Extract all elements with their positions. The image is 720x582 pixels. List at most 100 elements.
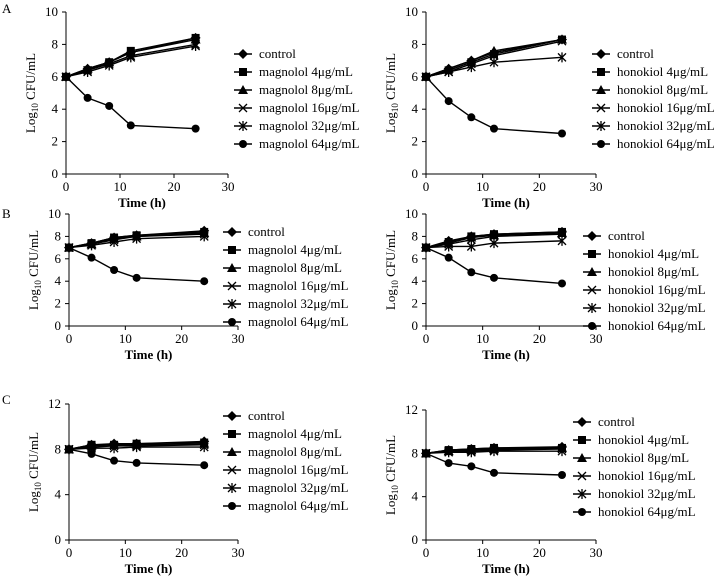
y-tick-label: 4 [412, 101, 419, 116]
legend-entry: honokiol 4μg/mL [592, 64, 708, 79]
data-point [444, 66, 454, 77]
data-point [422, 243, 430, 252]
x-tick-label: 10 [476, 179, 489, 194]
y-tick-label: 2 [412, 296, 419, 311]
legend-marker [227, 465, 237, 475]
data-point [444, 253, 453, 262]
chart-b-right: 0 2 4 6 8 10 0 10 20 30 Time (h) Log10 CFU/mL contro… [383, 206, 706, 362]
legend-entry: control [592, 46, 654, 61]
data-point [557, 446, 567, 457]
legend-label: magnolol 8μg/mL [248, 444, 342, 459]
legend-entry: magnolol 16μg/mL [234, 100, 360, 115]
y-tick-label: 4 [55, 273, 62, 288]
legend-entry: magnolol 32μg/mL [223, 296, 349, 311]
data-point [110, 266, 119, 274]
data-point [200, 461, 209, 470]
legend-label: magnolol 16μg/mL [248, 278, 349, 293]
legend-entry: magnolol 32μg/mL [234, 118, 360, 133]
legend-marker [587, 285, 597, 295]
data-point [466, 447, 476, 458]
y-tick-label: 12 [48, 396, 61, 411]
y-tick-label: 6 [412, 69, 419, 84]
x-axis-label: Time (h) [125, 561, 173, 576]
y-tick-label: 4 [412, 489, 419, 504]
data-point [489, 238, 499, 249]
legend-marker [587, 267, 597, 276]
x-tick-label: 20 [533, 331, 546, 346]
y-tick-label: 8 [412, 445, 419, 460]
legend-label: control [248, 408, 285, 423]
legend-marker [587, 303, 597, 313]
y-axis-label: Log10 CFU/mL [383, 230, 400, 310]
legend-label: magnolol 16μg/mL [259, 100, 360, 115]
data-point [467, 268, 476, 277]
legend-marker [596, 49, 606, 59]
y-tick-label: 0 [52, 166, 59, 181]
data-point [558, 471, 566, 479]
legend-marker [239, 140, 247, 148]
data-point [490, 124, 498, 133]
data-point [105, 101, 114, 110]
x-tick-label: 0 [66, 331, 73, 346]
legend-marker [228, 318, 236, 326]
legend-marker [588, 322, 596, 330]
series-star [421, 235, 567, 253]
legend-entry: magnolol 16μg/mL [223, 462, 349, 477]
legend-marker [577, 471, 587, 481]
legend-entry: honokiol 16μg/mL [592, 100, 715, 115]
data-point [466, 235, 476, 245]
legend-marker [596, 103, 606, 113]
legend-entry: magnolol 64μg/mL [223, 314, 349, 329]
data-point [489, 446, 499, 457]
legend-entry: honokiol 32μg/mL [573, 486, 696, 501]
legend-marker [588, 250, 596, 258]
x-tick-label: 20 [168, 179, 181, 194]
legend-label: magnolol 4μg/mL [248, 242, 342, 257]
data-point [126, 52, 136, 63]
legend-label: honokiol 8μg/mL [617, 82, 708, 97]
y-tick-label: 8 [55, 441, 62, 456]
legend-entry: honokiol 8μg/mL [583, 264, 699, 279]
legend-marker [238, 49, 248, 59]
legend-label: magnolol 64μg/mL [259, 136, 360, 151]
data-point [199, 231, 209, 242]
legend-entry: honokiol 64μg/mL [573, 504, 696, 519]
y-tick-label: 6 [412, 251, 419, 266]
legend-label: magnolol 4μg/mL [248, 426, 342, 441]
data-point [557, 52, 567, 63]
x-tick-label: 20 [533, 545, 546, 560]
y-axis-label: Log10 CFU/mL [23, 53, 40, 133]
chart-c-right: 0 4 8 12 0 10 20 30 Time (h) Log10 CFU/mL control h… [383, 402, 696, 576]
legend-label: honokiol 4μg/mL [617, 64, 708, 79]
legend-marker [596, 121, 606, 131]
series-circle [62, 72, 200, 133]
legend-marker [228, 430, 236, 438]
data-point [422, 449, 430, 458]
series-line [65, 76, 196, 130]
legend-marker [577, 489, 587, 499]
legend-marker [578, 508, 586, 516]
data-point [132, 233, 142, 244]
x-axis-label: Time (h) [125, 347, 173, 362]
data-point [109, 237, 119, 247]
legend-entry: honokiol 8μg/mL [573, 450, 689, 465]
legend-entry: control [223, 408, 285, 423]
x-tick-label: 20 [175, 331, 188, 346]
y-tick-label: 2 [55, 296, 62, 311]
x-tick-label: 10 [114, 179, 127, 194]
x-axis-label: Time (h) [482, 195, 530, 210]
x-tick-label: 30 [590, 545, 603, 560]
legend-label: magnolol 32μg/mL [259, 118, 360, 133]
legend-entry: honokiol 64μg/mL [583, 318, 706, 333]
legend-label: honokiol 64μg/mL [617, 136, 715, 151]
data-point [132, 273, 141, 282]
y-tick-label: 6 [52, 69, 59, 84]
x-tick-label: 30 [232, 545, 245, 560]
legend-entry: magnolol 32μg/mL [223, 480, 349, 495]
x-axis-label: Time (h) [482, 347, 530, 362]
legend-entry: magnolol 4μg/mL [223, 426, 342, 441]
legend-label: magnolol 32μg/mL [248, 296, 349, 311]
legend-entry: magnolol 4μg/mL [234, 64, 353, 79]
data-point [191, 41, 201, 52]
series-circle [422, 72, 566, 138]
